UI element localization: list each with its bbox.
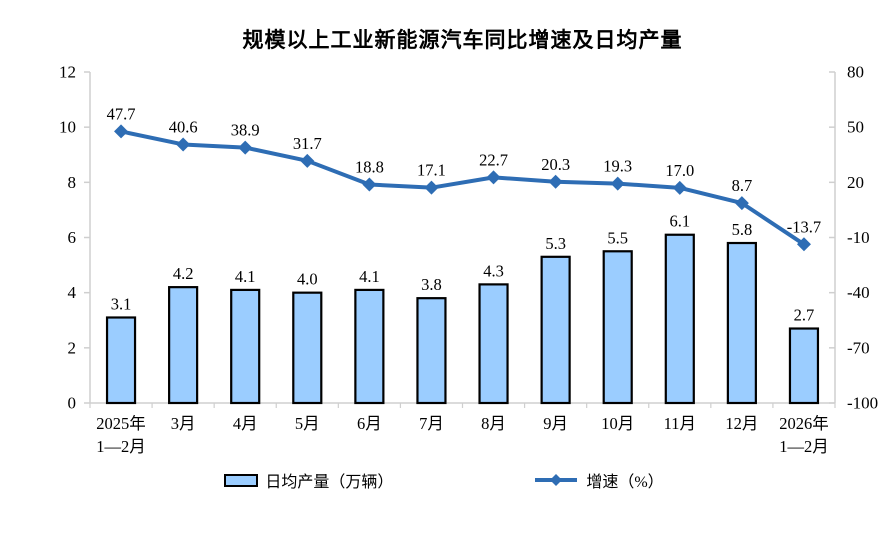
bar [105,316,137,405]
bar [292,291,323,405]
x-axis-label: 12月 [725,414,758,433]
bar-value-label: 3.1 [111,294,132,313]
bar [478,283,509,405]
bar-value-label: 6.1 [669,212,690,231]
line-value-label: 31.7 [293,134,322,153]
bar [788,327,820,405]
bar [664,233,695,405]
line-value-label: 18.8 [355,158,384,177]
bar-value-label: 4.1 [235,267,256,286]
x-axis-label: 5月 [295,414,320,433]
left-axis-tick-label: 4 [68,283,77,302]
x-axis-label: 2025年 [96,414,146,433]
legend-line-label: 增速（%） [586,474,664,491]
line-value-label: 17.0 [665,161,694,180]
bar [602,250,633,405]
line-point-marker [548,174,563,189]
line-point-marker [734,196,749,211]
line-value-label: 17.1 [417,161,446,180]
line-point-marker [176,137,191,152]
x-axis-label: 11月 [664,414,696,433]
line-value-label: 20.3 [541,155,570,174]
left-axis-tick-label: 12 [59,63,76,82]
bar-value-label: 5.5 [607,228,628,247]
left-axis-tick-label: 6 [68,228,77,247]
x-axis-label: 3月 [171,414,196,433]
line-point-marker [114,124,129,139]
right-axis-tick-label: 80 [847,63,864,82]
line-value-label: 19.3 [603,157,632,176]
bar-value-label: 4.2 [173,264,194,283]
right-axis-tick-label: -100 [847,394,878,413]
bar [726,241,757,405]
line-value-label: 47.7 [107,104,136,123]
bar-value-label: 4.1 [359,267,380,286]
right-axis-tick-label: -40 [847,283,870,302]
trend-line [119,129,806,247]
line-value-label: 40.6 [169,117,198,136]
bar [230,288,261,405]
legend: 日均产量（万辆） 增速（%） [0,468,888,492]
bar-series-swatch-icon [224,473,259,487]
bar-value-label: 2.7 [794,306,815,325]
left-axis-tick-label: 8 [68,173,77,192]
x-axis-label: 2026年 [779,414,829,433]
right-axis-tick-label: -10 [847,228,870,247]
x-axis-label: 8月 [481,414,506,433]
line-value-label: -13.7 [787,217,821,236]
line-value-label: 8.7 [732,176,753,195]
bar-value-label: 4.3 [483,261,504,280]
line-point-marker [362,177,377,192]
bar-value-label: 5.3 [545,234,566,253]
bar-value-label: 4.0 [297,270,318,289]
line-value-label: 22.7 [479,150,508,169]
line-point-marker [424,180,439,195]
line-value-label: 38.9 [231,121,260,140]
x-axis-label: 9月 [543,414,568,433]
x-axis-label: 10月 [601,414,634,433]
line-series-swatch-icon [535,474,578,486]
bar-value-label: 5.8 [732,220,753,239]
bar [540,255,571,405]
left-axis-tick-label: 10 [59,118,76,137]
bar [416,297,447,405]
x-axis-label: 1—2月 [96,437,146,456]
line-point-marker [300,153,315,168]
legend-line-diamond-icon [550,474,563,486]
x-axis-label: 7月 [419,414,444,433]
chart-title: 规模以上工业新能源汽车同比增速及日均产量 [242,28,683,52]
legend-item-line-series: 增速（%） [533,468,664,492]
x-axis-label: 4月 [233,414,258,433]
line-point-marker [486,170,501,185]
x-axis-label: 6月 [357,414,382,433]
legend-item-bar-series: 日均产量（万辆） [224,468,393,492]
left-axis-tick-label: 2 [68,338,77,357]
right-axis-tick-label: -70 [847,338,870,357]
line-point-marker [610,176,625,191]
line-point-marker [796,237,811,252]
left-axis-tick-label: 0 [68,394,77,413]
right-axis-tick-label: 50 [847,118,864,137]
x-axis-label: 1—2月 [779,437,829,456]
line-point-marker [672,180,687,195]
right-axis-tick-label: 20 [847,173,864,192]
bar-value-label: 3.8 [421,275,442,294]
bar [354,288,385,405]
bar [168,286,199,405]
line-point-marker [238,140,253,155]
legend-bar-label: 日均产量（万辆） [265,474,394,491]
